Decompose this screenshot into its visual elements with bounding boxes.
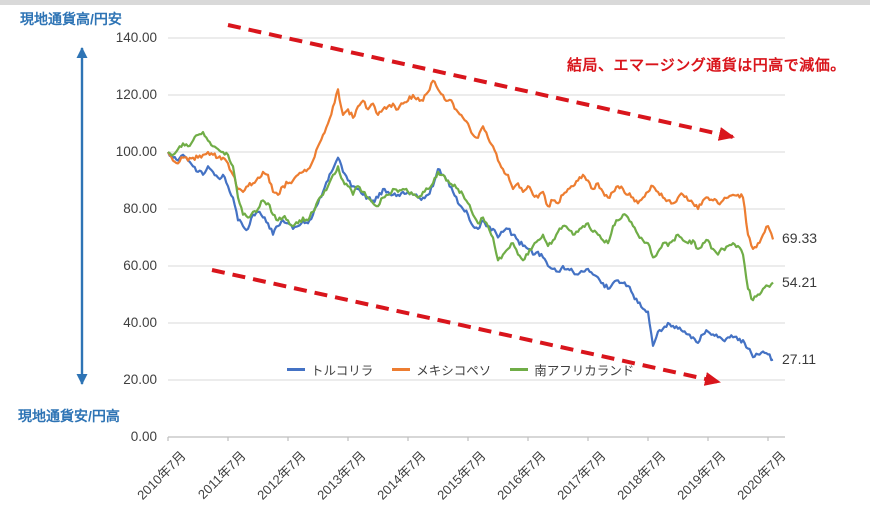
y-tick-label: 60.00 — [123, 258, 157, 273]
trend-arrow-lower — [211, 268, 721, 386]
y-tick-label: 0.00 — [130, 429, 157, 444]
legend-label: トルコリラ — [311, 364, 374, 378]
top-border-strip — [0, 0, 870, 5]
gridlines — [168, 37, 785, 381]
legend-label: 南アフリカランド — [534, 364, 635, 378]
trend-arrow-upper — [227, 23, 735, 141]
y-tick-label: 80.00 — [123, 201, 157, 216]
axis-annotation-local-currency-low: 現地通貨安/円高 — [18, 408, 120, 424]
legend-line-swatch — [510, 368, 529, 371]
y-tick-label: 100.00 — [115, 144, 157, 159]
series-end-value: 27.11 — [782, 350, 816, 367]
x-axis — [167, 436, 785, 441]
legend-item: トルコリラ — [287, 360, 373, 379]
axis-annotation-local-currency-high: 現地通貨高/円安 — [20, 11, 122, 27]
annotation-arrows — [76, 23, 735, 386]
y-tick-label: 120.00 — [115, 87, 157, 102]
y-tick-label: 20.00 — [123, 372, 157, 387]
legend-item: 南アフリカランド — [510, 360, 634, 379]
series-end-value: 54.21 — [782, 273, 818, 290]
legend-label: メキシコペソ — [416, 364, 492, 378]
series-end-value: 69.33 — [782, 230, 818, 247]
y-tick-label: 40.00 — [123, 315, 157, 330]
series-line-0 — [166, 151, 774, 362]
series-line-2 — [167, 131, 774, 302]
series-lines — [166, 79, 775, 362]
y-tick-label: 140.00 — [115, 30, 157, 45]
legend-item: メキシコペソ — [392, 360, 491, 379]
legend: トルコリラ メキシコペソ 南アフリカランド — [287, 360, 634, 379]
series-line-1 — [167, 79, 775, 250]
legend-line-swatch — [392, 368, 411, 371]
conclusion-annotation: 結局、エマージング通貨は円高で減価。 — [567, 57, 846, 74]
legend-line-swatch — [287, 368, 305, 371]
